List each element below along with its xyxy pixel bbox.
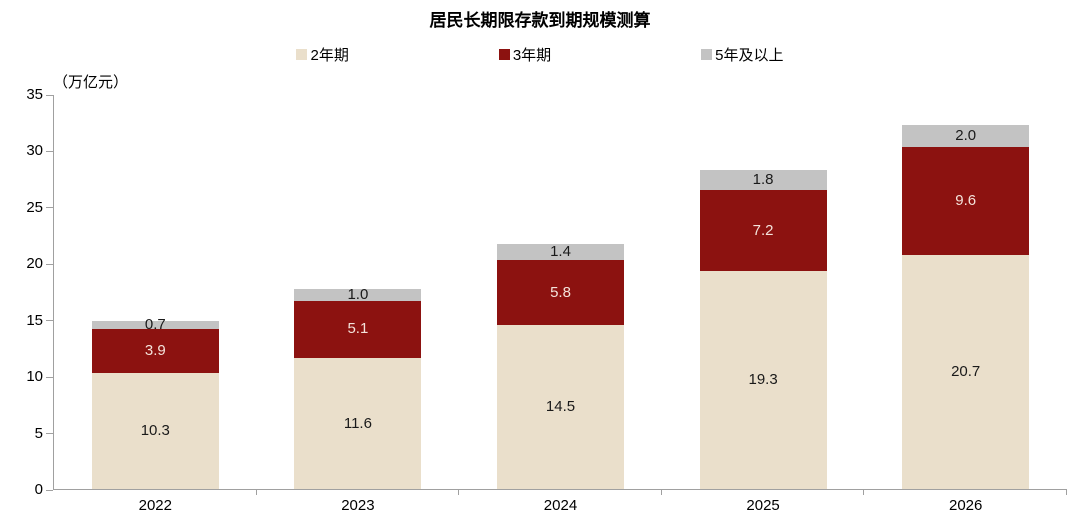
bar-segment-3年期: 3.9 xyxy=(91,328,219,373)
bar-segment-3年期: 9.6 xyxy=(902,147,1030,256)
legend-item-2: 5年及以上 xyxy=(701,44,784,65)
x-tick-label: 2023 xyxy=(341,497,375,514)
y-tick-label: 20 xyxy=(26,255,43,273)
legend-item-0: 2年期 xyxy=(296,44,349,65)
bar-segment-2年期: 20.7 xyxy=(902,255,1030,489)
chart-title: 居民长期限存款到期规模测算 xyxy=(429,11,651,30)
bar-segment-5年及以上: 1.0 xyxy=(294,286,422,303)
bar-value-label: 2.0 xyxy=(955,126,977,144)
legend-item-1: 3年期 xyxy=(498,44,552,65)
bar-value-label: 0.7 xyxy=(144,315,166,333)
bar-value-label: 3.9 xyxy=(144,341,166,359)
bar-segment-5年及以上: 0.7 xyxy=(91,316,219,333)
x-axis-tick xyxy=(458,489,460,495)
y-tick-label: 30 xyxy=(26,142,43,160)
legend-label: 5年及以上 xyxy=(715,47,784,64)
x-axis-tick xyxy=(1066,489,1067,495)
x-tick-label: 2025 xyxy=(746,497,780,514)
bar-segment-5年及以上: 1.4 xyxy=(497,243,624,261)
y-tick-label: 25 xyxy=(26,198,43,216)
bar-value-label: 1.4 xyxy=(550,243,571,261)
bar-segment-3年期: 5.1 xyxy=(294,300,422,359)
bar-segment-3年期: 5.8 xyxy=(497,259,624,326)
legend-marker-icon xyxy=(498,49,510,60)
y-axis-tick xyxy=(46,150,53,152)
bar-column-2023: 1.0 5.1 11.6 xyxy=(294,286,422,489)
bar-value-label: 9.6 xyxy=(955,192,977,210)
x-tick-label: 2022 xyxy=(138,497,172,514)
bar-value-label: 20.7 xyxy=(951,363,981,381)
y-tick-label: 5 xyxy=(34,424,43,442)
bar-segment-2年期: 11.6 xyxy=(294,358,422,489)
y-axis-tick xyxy=(46,433,53,435)
plot-area: 0 5 10 15 20 25 30 35 0.7 3.9 10.3 2022 1.0 5.1 11.6 20… xyxy=(26,86,1067,514)
bar-column-2022: 0.7 3.9 10.3 xyxy=(91,316,219,489)
bar-column-2026: 2.0 9.6 20.7 xyxy=(902,124,1030,489)
chart-legend: 2年期 3年期 5年及以上 xyxy=(0,44,1080,65)
y-tick-label: 15 xyxy=(26,311,43,329)
y-tick-label: 35 xyxy=(26,86,43,103)
y-axis-tick xyxy=(46,376,53,378)
y-axis-tick xyxy=(46,263,53,265)
bar-value-label: 14.5 xyxy=(545,398,576,416)
bar-value-label: 10.3 xyxy=(140,421,170,439)
y-axis-unit-label: （万亿元） xyxy=(53,74,129,91)
bar-segment-5年及以上: 2.0 xyxy=(902,124,1030,148)
y-axis-tick xyxy=(46,320,53,322)
y-axis-tick xyxy=(46,94,53,96)
bar-value-label: 7.2 xyxy=(752,221,774,239)
bar-column-2024: 1.4 5.8 14.5 xyxy=(497,243,624,489)
bar-value-label: 19.3 xyxy=(748,371,778,389)
y-axis-tick xyxy=(46,207,53,209)
x-axis-tick xyxy=(255,489,257,495)
bar-segment-5年及以上: 1.8 xyxy=(699,169,827,190)
bar-value-label: 5.1 xyxy=(347,320,369,338)
x-tick-label: 2024 xyxy=(543,497,578,514)
legend-label: 3年期 xyxy=(512,47,552,64)
legend-label: 2年期 xyxy=(310,47,349,64)
bar-value-label: 1.0 xyxy=(347,285,369,303)
x-tick-label: 2026 xyxy=(949,497,983,514)
bar-segment-2年期: 10.3 xyxy=(91,372,219,489)
bar-segment-2年期: 19.3 xyxy=(699,271,827,489)
bar-segment-3年期: 7.2 xyxy=(699,189,827,272)
bar-value-label: 11.6 xyxy=(343,414,372,432)
bar-value-label: 5.8 xyxy=(550,283,571,301)
y-axis-tick xyxy=(46,489,53,491)
bar-column-2025: 1.8 7.2 19.3 xyxy=(699,169,827,489)
bar-value-label: 1.8 xyxy=(752,170,774,188)
x-axis-tick xyxy=(863,489,865,495)
y-tick-label: 0 xyxy=(34,481,43,498)
x-axis-tick xyxy=(660,489,662,495)
legend-marker-icon xyxy=(296,49,308,60)
bar-segment-2年期: 14.5 xyxy=(497,325,624,489)
y-tick-label: 10 xyxy=(26,368,43,386)
legend-marker-icon xyxy=(701,49,713,60)
